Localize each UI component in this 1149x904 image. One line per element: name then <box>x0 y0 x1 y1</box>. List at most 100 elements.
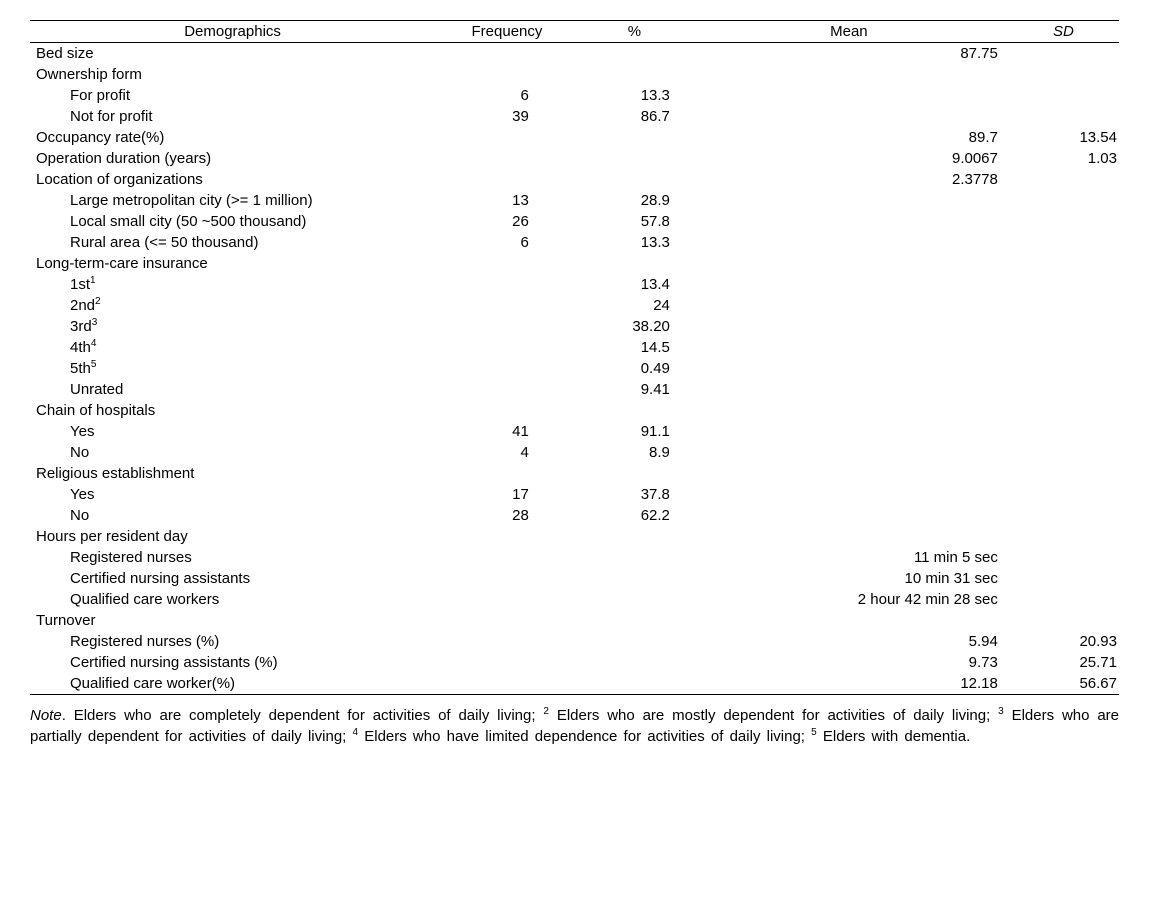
table-row: No48.9 <box>30 442 1119 463</box>
cell-percent <box>579 652 690 673</box>
cell-frequency: 6 <box>435 232 579 253</box>
cell-mean: 9.73 <box>690 652 1008 673</box>
cell-frequency: 6 <box>435 85 579 106</box>
cell-sd <box>1008 442 1119 463</box>
cell-frequency <box>435 547 579 568</box>
cell-demographics: Rural area (<= 50 thousand) <box>30 232 435 253</box>
cell-mean <box>690 442 1008 463</box>
table-row: Registered nurses (%) 5.9420.93 <box>30 631 1119 652</box>
cell-frequency: 26 <box>435 211 579 232</box>
cell-sd: 1.03 <box>1008 148 1119 169</box>
cell-demographics: Large metropolitan city (>= 1 million) <box>30 190 435 211</box>
cell-percent: 9.41 <box>579 379 690 400</box>
cell-mean: 5.94 <box>690 631 1008 652</box>
cell-frequency <box>435 64 579 85</box>
cell-demographics: Qualified care workers <box>30 589 435 610</box>
header-demographics: Demographics <box>30 21 435 43</box>
cell-frequency <box>435 295 579 316</box>
cell-frequency <box>435 169 579 190</box>
cell-frequency <box>435 463 579 484</box>
cell-mean <box>690 421 1008 442</box>
table-row: Turnover <box>30 610 1119 631</box>
cell-percent <box>579 127 690 148</box>
cell-percent: 86.7 <box>579 106 690 127</box>
cell-mean: 11 min 5 sec <box>690 547 1008 568</box>
cell-demographics: Yes <box>30 421 435 442</box>
cell-mean <box>690 211 1008 232</box>
cell-percent: 37.8 <box>579 484 690 505</box>
cell-demographics: Hours per resident day <box>30 526 435 547</box>
table-row: Certified nursing assistants (%)9.7325.7… <box>30 652 1119 673</box>
cell-demographics: 2nd2 <box>30 295 435 316</box>
cell-demographics: Occupancy rate(%) <box>30 127 435 148</box>
cell-demographics: Not for profit <box>30 106 435 127</box>
cell-sd <box>1008 211 1119 232</box>
cell-sd <box>1008 85 1119 106</box>
cell-demographics: Operation duration (years) <box>30 148 435 169</box>
cell-mean: 10 min 31 sec <box>690 568 1008 589</box>
cell-mean <box>690 379 1008 400</box>
cell-demographics: 1st1 <box>30 274 435 295</box>
cell-mean <box>690 64 1008 85</box>
cell-frequency <box>435 148 579 169</box>
table-row: Rural area (<= 50 thousand)613.3 <box>30 232 1119 253</box>
cell-frequency: 41 <box>435 421 579 442</box>
table-row: Qualified care worker(%)12.1856.67 <box>30 673 1119 695</box>
cell-percent <box>579 610 690 631</box>
table-row: Hours per resident day <box>30 526 1119 547</box>
table-row: 1st1 13.4 <box>30 274 1119 295</box>
cell-mean <box>690 295 1008 316</box>
cell-demographics: 5th5 <box>30 358 435 379</box>
cell-demographics: No <box>30 505 435 526</box>
cell-percent: 57.8 <box>579 211 690 232</box>
cell-frequency: 28 <box>435 505 579 526</box>
cell-mean <box>690 190 1008 211</box>
cell-demographics: Chain of hospitals <box>30 400 435 421</box>
cell-sd <box>1008 421 1119 442</box>
cell-sd: 56.67 <box>1008 673 1119 695</box>
cell-percent: 13.4 <box>579 274 690 295</box>
cell-sd <box>1008 547 1119 568</box>
cell-percent: 38.20 <box>579 316 690 337</box>
cell-mean <box>690 232 1008 253</box>
cell-frequency: 39 <box>435 106 579 127</box>
cell-sd <box>1008 568 1119 589</box>
cell-percent <box>579 568 690 589</box>
cell-mean: 12.18 <box>690 673 1008 695</box>
cell-sd <box>1008 43 1119 65</box>
cell-sd <box>1008 358 1119 379</box>
table-row: Yes4191.1 <box>30 421 1119 442</box>
cell-percent <box>579 631 690 652</box>
cell-sd <box>1008 526 1119 547</box>
cell-mean <box>690 526 1008 547</box>
cell-frequency <box>435 589 579 610</box>
cell-mean: 89.7 <box>690 127 1008 148</box>
cell-frequency <box>435 337 579 358</box>
cell-sd: 13.54 <box>1008 127 1119 148</box>
cell-sd <box>1008 295 1119 316</box>
cell-sd <box>1008 274 1119 295</box>
cell-demographics: Turnover <box>30 610 435 631</box>
cell-demographics: Unrated <box>30 379 435 400</box>
table-row: Bed size87.75 <box>30 43 1119 65</box>
cell-demographics: Certified nursing assistants <box>30 568 435 589</box>
cell-mean: 9.0067 <box>690 148 1008 169</box>
table-row: Occupancy rate(%) 89.713.54 <box>30 127 1119 148</box>
cell-demographics: Ownership form <box>30 64 435 85</box>
cell-mean <box>690 337 1008 358</box>
cell-percent: 62.2 <box>579 505 690 526</box>
cell-frequency <box>435 379 579 400</box>
cell-sd <box>1008 169 1119 190</box>
cell-frequency: 17 <box>435 484 579 505</box>
table-row: Chain of hospitals <box>30 400 1119 421</box>
cell-demographics: Registered nurses (%) <box>30 631 435 652</box>
cell-frequency <box>435 673 579 695</box>
cell-demographics: For profit <box>30 85 435 106</box>
table-row: Location of organizations2.3778 <box>30 169 1119 190</box>
cell-percent: 91.1 <box>579 421 690 442</box>
cell-sd: 20.93 <box>1008 631 1119 652</box>
cell-demographics: Location of organizations <box>30 169 435 190</box>
cell-sd: 25.71 <box>1008 652 1119 673</box>
demographics-table: Demographics Frequency % Mean SD Bed siz… <box>30 20 1119 695</box>
cell-demographics: Long-term-care insurance <box>30 253 435 274</box>
